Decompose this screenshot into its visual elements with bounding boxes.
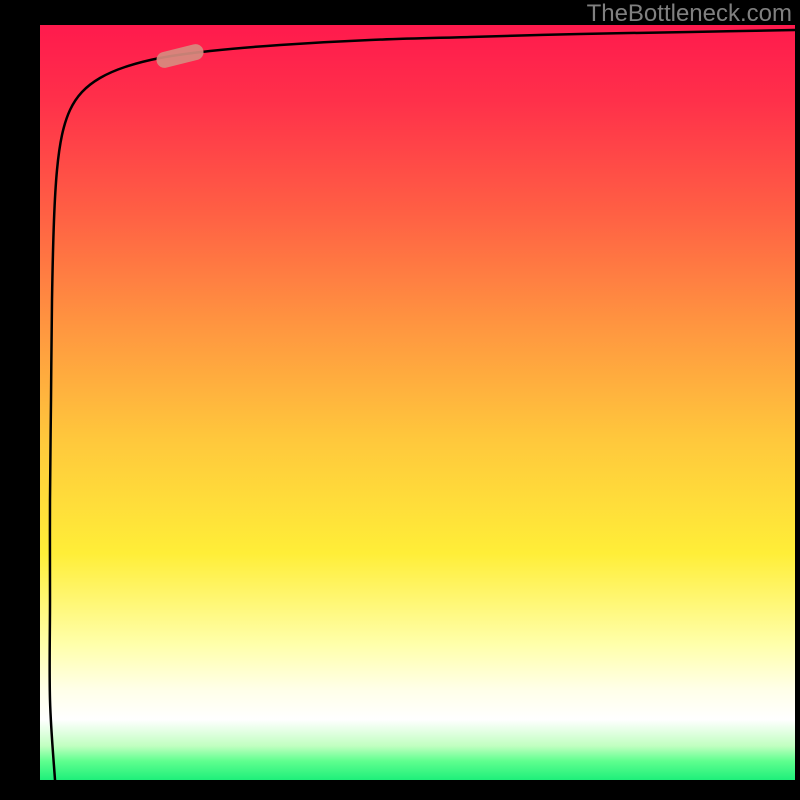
bottleneck-chart: TheBottleneck.com — [0, 0, 800, 800]
frame-left — [0, 0, 40, 800]
frame-bottom — [0, 780, 800, 800]
chart-canvas — [0, 0, 800, 800]
plot-gradient-background — [40, 25, 795, 780]
watermark-text: TheBottleneck.com — [587, 0, 792, 28]
